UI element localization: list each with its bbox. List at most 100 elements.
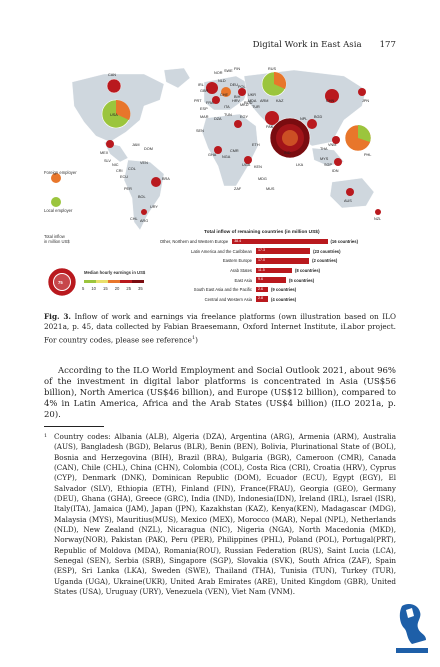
map-country-label: USA (110, 113, 118, 117)
map-country-label: MYS (320, 157, 329, 161)
map-country-label: NLD (218, 79, 226, 83)
pie-vnm (332, 136, 340, 144)
map-country-label: IRL (198, 83, 204, 87)
map-country-label: ESP (200, 107, 208, 111)
pie-chn (325, 89, 339, 103)
map-country-label: MDG (258, 177, 267, 181)
map-country-label: MUS (266, 187, 275, 191)
map-country-label: NGA (222, 155, 231, 159)
figure-caption: Fig. 3. Inflow of work and earnings via … (44, 312, 396, 346)
map-country-label: URY (150, 205, 158, 209)
footnote-rule (44, 426, 104, 427)
bar-mark: 2.8 (256, 296, 268, 302)
earnings-scale-tick: 25 (126, 286, 132, 291)
map-country-label: CHE (220, 93, 228, 97)
map-country-label: CAN (108, 73, 116, 77)
bar-note: (23 countries) (313, 248, 341, 254)
legend-local-employer: Local employer (44, 208, 73, 213)
bar-label: East Asia (234, 277, 252, 283)
map-country-label: BRA (162, 177, 170, 181)
bar-mark: 17.0 (256, 258, 310, 264)
map-country-label: VEN (140, 161, 148, 165)
map-country-label: GBR (200, 89, 208, 93)
bar-row: East Asia 9.6 (5 countries) (138, 276, 358, 283)
pie-bgd (307, 119, 317, 129)
map-country-label: PAK (266, 125, 274, 129)
map-country-label: UGA (242, 163, 251, 167)
map-country-label: DEU (230, 83, 238, 87)
pie-ukr (238, 88, 246, 96)
pie-egy (234, 120, 242, 128)
pie-pak (265, 111, 279, 125)
bar-chart-title: Total inflow of remaining countries (in … (204, 230, 320, 235)
map-country-label: ZAF (234, 187, 242, 191)
map-country-label: EGY (240, 115, 248, 119)
bar-label: Other, Northern and Western Europe (159, 239, 229, 245)
map-country-label: CMR (230, 149, 239, 153)
footnote: 1 Country codes: Albania (ALB), Algeria … (44, 432, 396, 598)
bar-rows: Other, Northern and Western Europe 38.4 (1… (138, 238, 358, 303)
map-country-label: THA (320, 147, 328, 151)
map-country-label: ARM (260, 99, 268, 103)
map-country-label: SWE (224, 69, 233, 73)
legend-foreign-employer: Foreign employer (44, 170, 77, 175)
bar-mark: 11.5 (256, 267, 292, 274)
pie-bra (151, 177, 161, 187)
body-paragraph: According to the ILO World Employment an… (44, 366, 396, 421)
bar-mark: 2.6 (256, 286, 268, 293)
map-country-label: NPL (300, 117, 307, 121)
pie-nga (214, 146, 222, 154)
pie-mex (106, 140, 114, 148)
earnings-scale-tick: 5 (82, 286, 85, 291)
bar-row: Arab States 11.5 (8 countries) (138, 267, 358, 274)
pie-can (106, 78, 122, 94)
map-country-label: KAZ (276, 99, 284, 103)
map-country-label: ECU (120, 175, 128, 179)
map-country-label: HRV (232, 99, 240, 103)
map-country-label: IND (284, 151, 291, 155)
map-country-label: MKD (240, 103, 249, 107)
caption-ref[interactable]: 1 (191, 334, 196, 341)
map-country-label: GHA (208, 153, 217, 157)
map-country-label: BOL (138, 195, 146, 199)
map-country-label: JPN (362, 99, 369, 103)
map-country-label: DZA (214, 117, 222, 121)
bar-mark: 38.4 (232, 238, 328, 245)
page-number: 177 (379, 40, 396, 50)
map-country-label: UKR (248, 93, 256, 97)
pie-deu (221, 87, 231, 97)
map-country-label: SEN (196, 129, 204, 133)
map-country-label: AUS (344, 199, 352, 203)
figure-map: SWE NOR FIN IRL NLD GBR DEU POL UKR RUS FRA ESP ITA R… (44, 62, 396, 306)
map-country-label: SGP (324, 163, 332, 167)
pie-aus (346, 188, 354, 196)
map-country-label: LKA (296, 163, 304, 167)
bar-row: Other, Northern and Western Europe 38.4 (1… (138, 238, 358, 245)
bar-mark: 9.6 (256, 277, 286, 283)
bar-row: Central and Western Asia 2.8 (4 countries) (138, 295, 358, 302)
map-country-label: TUN (224, 113, 232, 117)
running-title: Digital Work in East Asia (252, 40, 362, 50)
bar-label: Central and Western Asia (204, 296, 252, 302)
footnote-text: Country codes: Albania (ALB), Algeria (D… (54, 432, 396, 597)
bar-label: Eastern Europe (222, 258, 252, 264)
earnings-scale-tick: 10 (91, 286, 97, 291)
pie-idn (334, 158, 342, 166)
running-head: Digital Work in East Asia 177 (253, 40, 396, 50)
map-country-label: FRA (206, 101, 214, 105)
map-country-label: TUR (252, 105, 260, 109)
bar-label: Latin America and the Caribbean (191, 248, 252, 254)
pie-nzl (375, 209, 381, 215)
springer-horse-logo (396, 604, 428, 653)
legend-earnings-scale: 5 10 15 20 25 35 (82, 286, 143, 291)
map-country-label: CHN (326, 99, 334, 103)
map-country-label: BIH (234, 95, 241, 99)
map-country-label: IDN (332, 169, 339, 173)
map-country-label: ETH (252, 143, 260, 147)
map-country-label: NZL (374, 217, 381, 221)
legend-total-inflow: Total inflow in million US$ (44, 234, 70, 244)
map-country-label: ITA (224, 105, 230, 109)
map-country-label: KEN (254, 165, 262, 169)
